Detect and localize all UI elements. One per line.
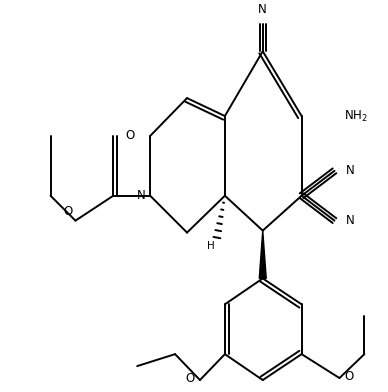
Text: N: N (258, 4, 267, 16)
Text: O: O (186, 372, 195, 385)
Text: O: O (63, 205, 73, 218)
Text: H: H (207, 241, 215, 250)
Text: N: N (345, 164, 354, 177)
Text: O: O (125, 129, 135, 142)
Text: N: N (345, 214, 354, 227)
Text: O: O (345, 370, 354, 383)
Text: NH$_2$: NH$_2$ (345, 109, 368, 123)
Text: N: N (137, 189, 145, 202)
Polygon shape (259, 230, 266, 278)
